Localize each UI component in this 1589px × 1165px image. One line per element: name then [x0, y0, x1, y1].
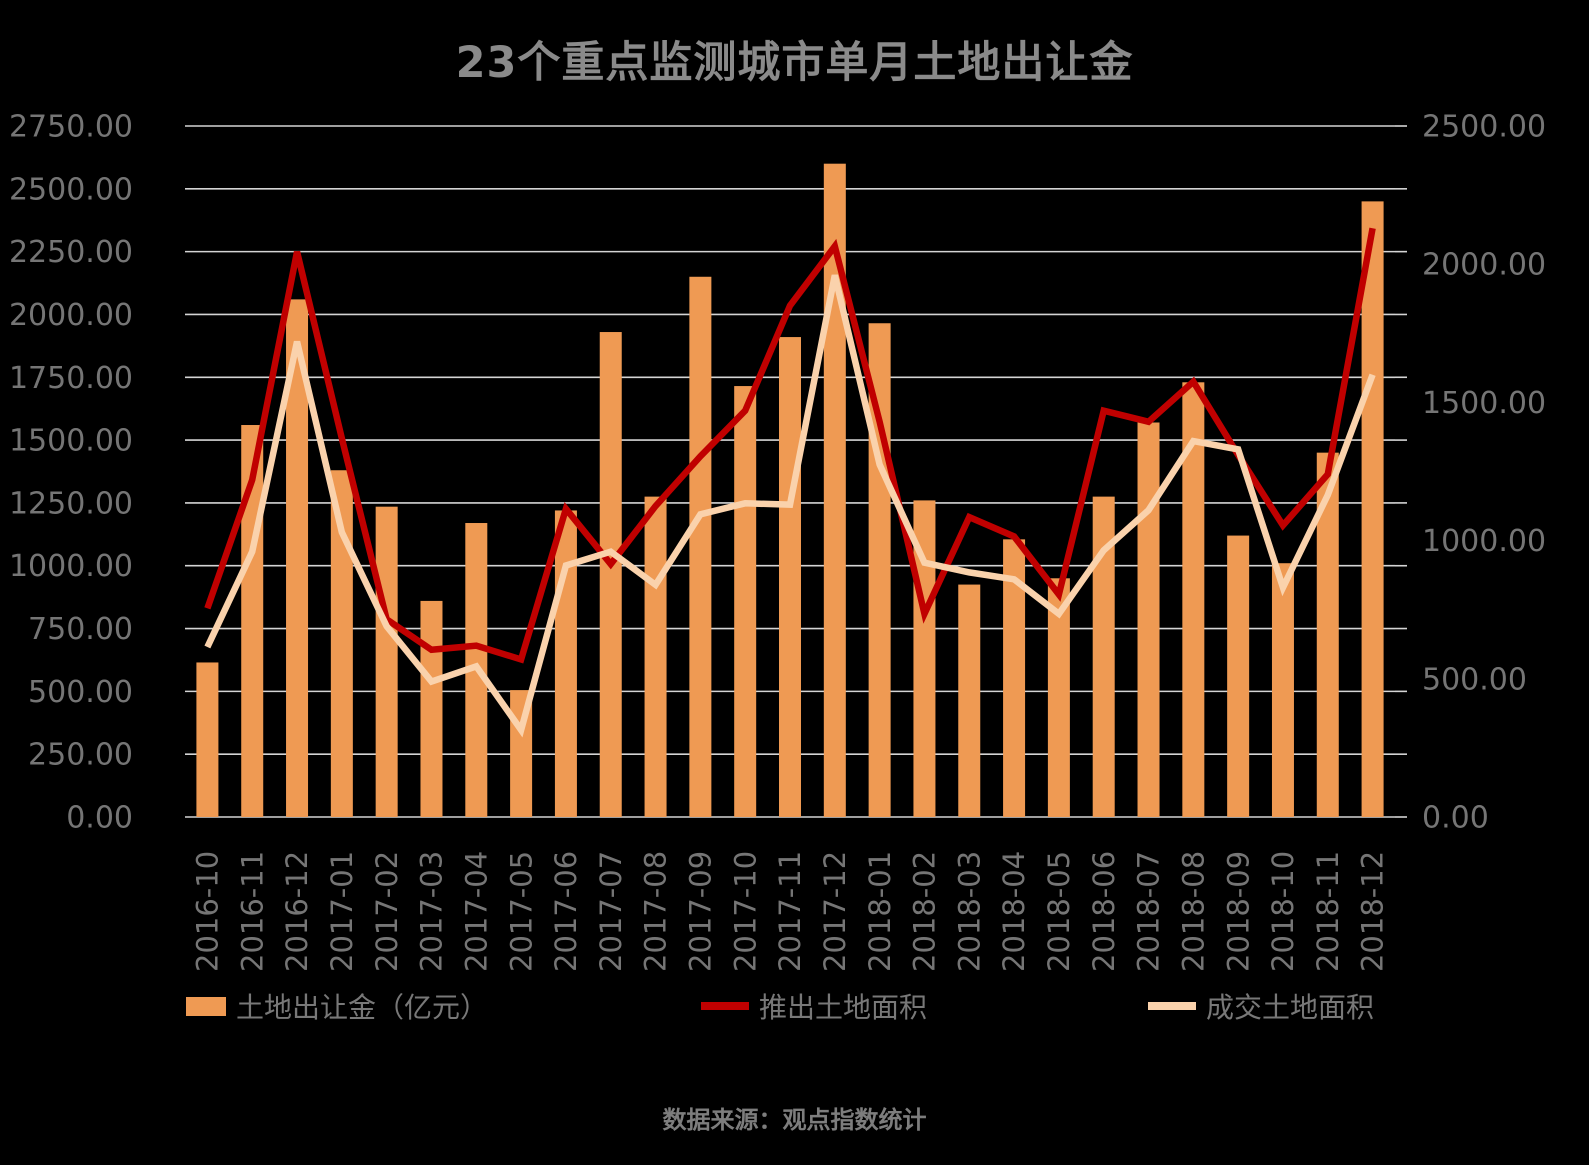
left-axis-tick-label: 250.00: [28, 738, 133, 773]
x-axis-label-2017-09: 2017-09: [684, 851, 718, 972]
x-axis-label-2018-03: 2018-03: [952, 851, 986, 972]
bar-2018-11: [1316, 452, 1339, 817]
x-axis-label-2017-04: 2017-04: [459, 851, 493, 972]
x-axis-label-2018-05: 2018-05: [1042, 851, 1076, 972]
x-axis-label-2017-06: 2017-06: [549, 851, 583, 972]
line-series-line_transacted: [204, 274, 1376, 738]
x-axis-label-2018-07: 2018-07: [1132, 851, 1166, 972]
x-axis-label-2018-04: 2018-04: [997, 851, 1031, 972]
left-axis-tick-label: 1500.00: [9, 424, 133, 459]
left-axis-tick-label: 2750.00: [9, 110, 133, 145]
x-axis-label-2017-02: 2017-02: [370, 851, 404, 972]
x-axis-label-2017-03: 2017-03: [415, 851, 449, 972]
bar-2016-12: [286, 299, 309, 817]
legend-item-transacted-area: 成交土地面积: [1148, 984, 1374, 1028]
bar-2017-06: [554, 510, 577, 817]
left-axis-tick-label: 2000.00: [9, 298, 133, 333]
right-axis-tick-label: 2000.00: [1422, 248, 1546, 283]
chart-legend: 土地出让金（亿元） 推出土地面积 成交土地面积: [0, 984, 1589, 1028]
x-axis-label-2017-12: 2017-12: [818, 851, 852, 972]
x-axis-label-2017-11: 2017-11: [773, 851, 807, 972]
left-axis-tick-label: 2500.00: [9, 172, 133, 207]
bar-2018-09: [1227, 535, 1250, 817]
x-axis-label-2017-01: 2017-01: [325, 851, 359, 972]
bar-2017-02: [375, 506, 398, 817]
bar-2018-05: [1047, 578, 1070, 817]
left-axis-tick-label: 1000.00: [9, 549, 133, 584]
legend-label: 成交土地面积: [1206, 991, 1375, 1024]
bar-2017-07: [599, 332, 622, 817]
legend-label: 土地出让金（亿元）: [236, 991, 489, 1024]
x-axis-label-2018-06: 2018-06: [1087, 851, 1121, 972]
right-axis-tick-label: 2500.00: [1422, 110, 1546, 145]
bar-2018-12: [1361, 201, 1384, 817]
right-axis-tick-label: 0.00: [1422, 801, 1489, 836]
left-axis-tick-label: 750.00: [28, 612, 133, 647]
bar-2017-09: [689, 276, 712, 817]
x-axis-label-2017-05: 2017-05: [504, 851, 538, 972]
source-caption: 数据来源：观点指数统计: [662, 1106, 927, 1134]
right-axis-tick-label: 1000.00: [1422, 524, 1546, 559]
left-axis-tick-label: 2250.00: [9, 235, 133, 270]
x-axis-label-2018-01: 2018-01: [863, 851, 897, 972]
x-axis-label-2017-07: 2017-07: [594, 851, 628, 972]
x-axis-label-2018-11: 2018-11: [1311, 851, 1345, 972]
bar-2016-10: [196, 662, 219, 817]
bar-2017-11: [779, 337, 801, 817]
x-axis-label-2018-12: 2018-12: [1356, 851, 1390, 972]
legend-item-land-premium: 土地出让金（亿元）: [186, 984, 488, 1028]
left-axis-tick-label: 0.00: [66, 801, 133, 836]
line-series-line_supply: [204, 227, 1376, 664]
x-axis-label-2018-08: 2018-08: [1176, 851, 1210, 972]
bar-2017-12: [823, 163, 846, 817]
x-axis-label-2018-09: 2018-09: [1221, 851, 1255, 972]
right-axis-tick-label: 1500.00: [1422, 386, 1546, 421]
bar-2018-10: [1271, 563, 1294, 817]
bar-2017-01: [330, 470, 353, 817]
bar-2018-04: [1003, 539, 1026, 817]
left-axis-tick-label: 1250.00: [9, 486, 133, 521]
x-axis-label-2016-12: 2016-12: [280, 851, 314, 972]
bar-2017-08: [644, 496, 667, 817]
x-axis-label-2017-10: 2017-10: [728, 851, 762, 972]
x-axis-label-2018-02: 2018-02: [908, 851, 942, 972]
bar-series-swatch-icon: [186, 996, 226, 1016]
bar-2018-07: [1137, 422, 1160, 817]
left-axis-tick-label: 1750.00: [9, 361, 133, 396]
x-axis-label-2016-11: 2016-11: [235, 851, 269, 972]
legend-label: 推出土地面积: [759, 991, 928, 1024]
left-axis-tick-label: 500.00: [28, 675, 133, 710]
right-axis-tick-label: 500.00: [1422, 662, 1527, 697]
bar-2018-03: [958, 584, 981, 817]
x-axis-label-2017-08: 2017-08: [639, 851, 673, 972]
line-series-swatch-icon: [1148, 1002, 1196, 1010]
line-series-swatch-icon: [701, 1002, 749, 1010]
x-axis-label-2018-10: 2018-10: [1266, 851, 1300, 972]
x-axis-label-2016-10: 2016-10: [191, 851, 225, 972]
legend-item-supplied-area: 推出土地面积: [701, 984, 927, 1028]
bar-2018-06: [1092, 496, 1115, 817]
chart-title: 23个重点监测城市单月土地出让金: [455, 38, 1134, 88]
bar-2018-08: [1182, 382, 1205, 817]
bar-2017-10: [734, 386, 757, 817]
bar-2017-03: [420, 600, 443, 817]
